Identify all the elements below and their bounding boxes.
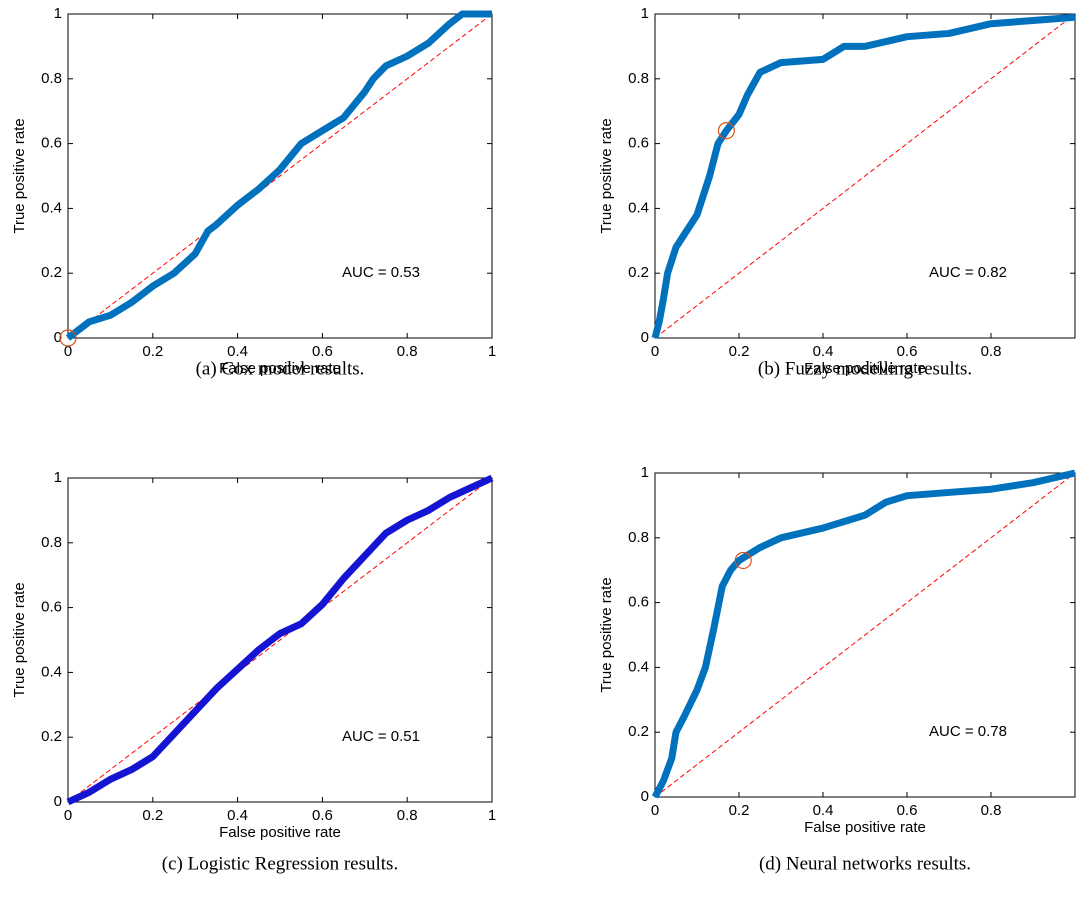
y-tick-label: 1 <box>54 469 62 486</box>
y-axis-label: True positive rate <box>598 118 615 233</box>
x-axis-label: False positive rate <box>219 360 341 377</box>
y-tick-label: 0.4 <box>41 199 62 216</box>
x-axis-label: False positive rate <box>219 824 341 841</box>
y-axis-label: True positive rate <box>11 582 28 697</box>
caption: (b) Fuzzy modelling results. <box>758 358 972 379</box>
chart-panel: 0 0.2 0.4 0.6 0.8 1 0 0.2 0.4 0.6 0.8 False positiv… <box>598 5 1076 379</box>
plot-frame <box>654 13 1076 339</box>
y-tick-label: 0 <box>641 329 649 346</box>
reference-line <box>67 13 493 339</box>
roc-curve <box>651 13 1076 339</box>
y-tick-label: 0.8 <box>628 529 649 546</box>
x-tick-label: 0 <box>64 807 72 824</box>
x-axis-label: False positive rate <box>804 360 926 377</box>
x-tick-label: 0.6 <box>897 343 918 360</box>
y-tick-label: 0.4 <box>628 199 649 216</box>
operating-point <box>734 551 752 570</box>
y-tick-label: 0.4 <box>41 663 62 680</box>
caption: (c) Logistic Regression results. <box>162 853 398 874</box>
y-tick-label: 0.6 <box>41 135 62 152</box>
y-tick-label: 0.6 <box>41 599 62 616</box>
y-axis-label: True positive rate <box>598 577 615 692</box>
x-tick-label: 0.2 <box>142 807 163 824</box>
x-tick-label: 0.8 <box>397 807 418 824</box>
chart-panel: 0 0.2 0.4 0.6 0.8 1 0 0.2 0.4 0.6 0.8 False positiv… <box>598 464 1076 874</box>
x-tick-label: 0.4 <box>813 343 834 360</box>
y-tick-label: 0.8 <box>628 70 649 87</box>
x-tick-label: 0.2 <box>729 802 750 819</box>
y-tick-label: 1 <box>641 464 649 481</box>
x-tick-label: 0.6 <box>312 343 333 360</box>
caption: (d) Neural networks results. <box>759 853 971 874</box>
annotation: AUC = 0.78 <box>929 723 1007 740</box>
y-tick-label: 0 <box>641 788 649 805</box>
reference-line <box>654 13 1076 339</box>
chart-panel: 0 0.2 0.4 0.6 0.8 1 0 0.2 0.4 0.6 0.8 1 False positi… <box>11 469 496 874</box>
x-tick-label: 0 <box>651 343 659 360</box>
reference-line <box>654 472 1076 798</box>
x-tick-label: 1 <box>488 343 496 360</box>
x-axis-label: False positive rate <box>804 819 926 836</box>
x-tick-label: 0.6 <box>897 802 918 819</box>
x-tick-label: 1 <box>488 807 496 824</box>
plot-frame <box>67 13 493 339</box>
x-tick-label: 0.4 <box>813 802 834 819</box>
y-tick-label: 0.2 <box>41 728 62 745</box>
reference-line <box>67 477 493 803</box>
annotation: AUC = 0.51 <box>342 728 420 745</box>
operating-point <box>717 122 736 140</box>
y-tick-label: 0.8 <box>41 70 62 87</box>
roc-curve <box>65 10 492 341</box>
y-tick-label: 0.8 <box>41 534 62 551</box>
plot-frame <box>67 477 493 803</box>
y-tick-label: 1 <box>54 5 62 22</box>
x-tick-label: 0 <box>64 343 72 360</box>
y-tick-label: 0.2 <box>628 264 649 281</box>
y-tick-label: 0.2 <box>41 264 62 281</box>
caption: (a) Cox model results. <box>196 358 365 379</box>
x-tick-label: 0.4 <box>227 807 248 824</box>
annotation: AUC = 0.53 <box>342 264 420 281</box>
y-tick-label: 0.4 <box>628 658 649 675</box>
x-tick-label: 0.4 <box>227 343 248 360</box>
x-tick-label: 0.2 <box>729 343 750 360</box>
y-tick-label: 0.2 <box>628 723 649 740</box>
x-tick-label: 0.8 <box>981 343 1002 360</box>
operating-point <box>59 329 77 347</box>
y-tick-label: 0.6 <box>628 135 649 152</box>
plot-frame <box>654 472 1076 798</box>
y-axis-label: True positive rate <box>11 118 28 233</box>
y-tick-label: 0 <box>54 329 62 346</box>
y-tick-label: 0 <box>54 793 62 810</box>
roc-curve <box>651 469 1076 799</box>
x-tick-label: 0.6 <box>312 807 333 824</box>
x-tick-label: 0 <box>651 802 659 819</box>
y-tick-label: 1 <box>641 5 649 22</box>
x-tick-label: 0.8 <box>981 802 1002 819</box>
x-tick-label: 0.2 <box>142 343 163 360</box>
roc-curve <box>66 474 494 806</box>
x-tick-label: 0.8 <box>397 343 418 360</box>
y-tick-label: 0.6 <box>628 594 649 611</box>
chart-panel: 0 0.2 0.4 0.6 0.8 1 0 0.2 0.4 0.6 0.8 1 False positi… <box>11 5 496 379</box>
annotation: AUC = 0.82 <box>929 264 1007 281</box>
